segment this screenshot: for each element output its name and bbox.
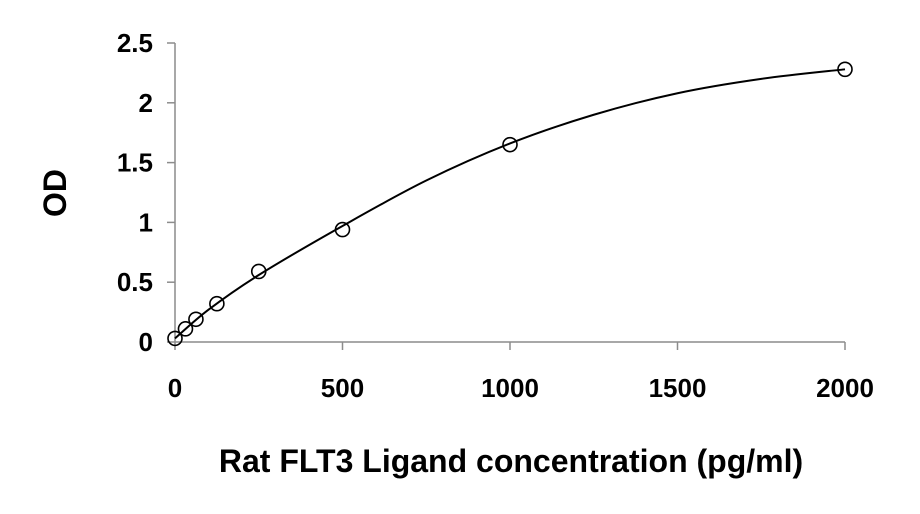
x-tick-label: 1500	[649, 373, 707, 403]
y-tick-label: 2.5	[117, 28, 153, 58]
data-point	[167, 330, 183, 347]
data-point	[250, 263, 267, 280]
y-tick-label: 2	[139, 88, 153, 118]
y-tick-label: 0.5	[117, 267, 153, 297]
x-tick-label: 500	[321, 373, 364, 403]
y-tick-label: 0	[139, 327, 153, 357]
x-tick-label: 1000	[481, 373, 539, 403]
y-tick-label: 1.5	[117, 148, 153, 178]
data-point	[502, 136, 518, 153]
x-axis-title: Rat FLT3 Ligand concentration (pg/ml)	[219, 443, 803, 479]
data-point	[177, 321, 194, 337]
y-tick-label: 1	[139, 207, 153, 237]
axes-layer: 0 0.5 1 1.5 2 2.5 0 500 1000 1500 2000	[117, 28, 874, 403]
data-point	[334, 221, 351, 238]
fit-curve-layer	[174, 68, 846, 340]
y-axis-title: OD	[37, 169, 73, 217]
data-point	[837, 61, 853, 78]
labels-layer: Rat FLT3 Ligand concentration (pg/ml) OD	[37, 169, 803, 479]
x-tick-label: 0	[168, 373, 182, 403]
data-point	[209, 295, 225, 312]
data-points-layer	[167, 61, 853, 347]
x-tick-label: 2000	[816, 373, 874, 403]
data-point	[188, 311, 204, 328]
fit-curve-line	[174, 68, 846, 340]
